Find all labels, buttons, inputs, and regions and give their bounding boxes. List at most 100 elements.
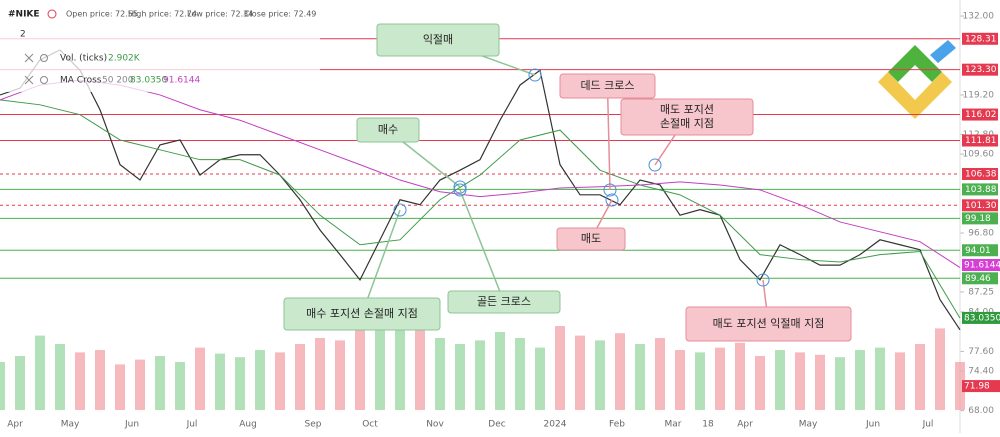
volume-bar (155, 356, 165, 410)
level-label: 101.30 (965, 201, 997, 211)
callout-circle (603, 183, 617, 197)
level-tag (962, 167, 998, 180)
level-tag (962, 199, 998, 212)
clock-icon (47, 9, 57, 19)
level-label: 111.81 (965, 136, 997, 146)
settings-icon (40, 76, 48, 84)
price-tag-label: 91.6144 (964, 261, 1000, 271)
volume-bar (675, 350, 685, 410)
x-tick-label: Feb (609, 420, 625, 430)
volume-bar (595, 340, 605, 410)
legend-name: Vol. (ticks) (60, 54, 107, 64)
volume-bar (755, 356, 765, 410)
header-field: Open price: 72.55 (66, 10, 138, 19)
volume-bar (375, 302, 385, 410)
volume-bar (195, 347, 205, 410)
x-tick-label: Oct (362, 420, 378, 430)
header-bg (0, 0, 320, 92)
volume-bar (915, 344, 925, 410)
x-tick-label: Nov (426, 420, 444, 430)
volume-bar (835, 357, 845, 410)
volume-bar (815, 354, 825, 410)
callout-box (376, 23, 500, 57)
volume-bar (295, 344, 305, 410)
legend-value: 83.0350 (130, 76, 167, 86)
callout-text: 데드 크로스 (580, 79, 634, 92)
level-tag (962, 108, 998, 121)
x-tick-label: May (799, 420, 818, 430)
x-tick-label: Apr (7, 420, 23, 430)
price-line (0, 49, 961, 331)
symbol: #NIKE (8, 10, 40, 20)
y-tick-label: 119.20 (963, 90, 995, 100)
volume-bar (15, 356, 25, 410)
callout-box (356, 117, 420, 143)
volume-bar (335, 340, 345, 410)
volume-bar (655, 338, 665, 410)
callout-text: 익절매 (423, 33, 453, 46)
volume-bar (495, 332, 505, 410)
callout-circle (756, 273, 770, 287)
volume-bar (0, 362, 5, 410)
volume-bar (515, 338, 525, 410)
callout-circle (605, 193, 619, 207)
level-label: 89.46 (965, 274, 991, 284)
volume-bar (315, 338, 325, 410)
volume-bar (55, 344, 65, 410)
y-tick-label: 77.60 (968, 347, 994, 357)
header-field: Close price: 72.49 (244, 10, 316, 19)
x-tick-label: Dec (488, 420, 505, 430)
close-icon (24, 53, 34, 63)
callout-text: 손절매 지점 (660, 117, 714, 130)
volume-bar (215, 353, 225, 410)
volume-bar (395, 308, 405, 410)
volume-bar (555, 326, 565, 410)
volume-bar (875, 347, 885, 410)
price-tag (962, 380, 1000, 393)
volume-bar (415, 326, 425, 410)
y-tick-label: 68.00 (968, 406, 994, 416)
callout-text: 매도 포지션 익절매 지점 (713, 317, 825, 330)
callout-box (620, 98, 754, 136)
x-tick-label: Mar (665, 420, 682, 430)
level-tag (962, 183, 998, 196)
ma-line (0, 99, 961, 319)
callout-circle (528, 68, 542, 82)
close-icon (24, 75, 34, 85)
level-tag (962, 272, 998, 285)
callout-text: 매수 (378, 123, 398, 136)
volume-bar (735, 342, 745, 410)
callout-pointer (606, 85, 611, 191)
volume-bar (795, 352, 805, 410)
header-field: Low price: 72.34 (187, 10, 253, 19)
legend-count: 2 (20, 30, 26, 40)
volume-bar (115, 364, 125, 410)
volume-bar (355, 314, 365, 410)
volume-bar (895, 352, 905, 410)
volume-bar (635, 344, 645, 410)
callout-circle (648, 158, 662, 172)
x-tick-label: Apr (737, 420, 753, 430)
legend-value: 2.902K (108, 54, 141, 64)
x-tick-label: Jul (186, 420, 198, 430)
ma-line (0, 79, 961, 268)
x-tick-label: Jul (922, 420, 934, 430)
legend-name: MA Cross (60, 76, 102, 86)
callout-pointer (459, 189, 505, 303)
callout-box (559, 73, 656, 99)
callout-text: 매수 포지션 손절매 지점 (306, 307, 418, 320)
volume-bar (135, 359, 145, 410)
level-label: 99.18 (965, 214, 991, 224)
callout-circle (393, 203, 407, 217)
price-tag-label: 71.98 (964, 382, 990, 392)
legend-value: 50 200 (102, 76, 134, 86)
callout-box (685, 306, 852, 342)
level-tag (962, 212, 998, 225)
y-tick-label: 87.25 (968, 287, 994, 297)
callout-text: 골든 크로스 (477, 295, 531, 308)
volume-bar (715, 347, 725, 410)
volume-bar (95, 350, 105, 410)
callout-pointer (361, 209, 401, 315)
volume-bar (535, 347, 545, 410)
